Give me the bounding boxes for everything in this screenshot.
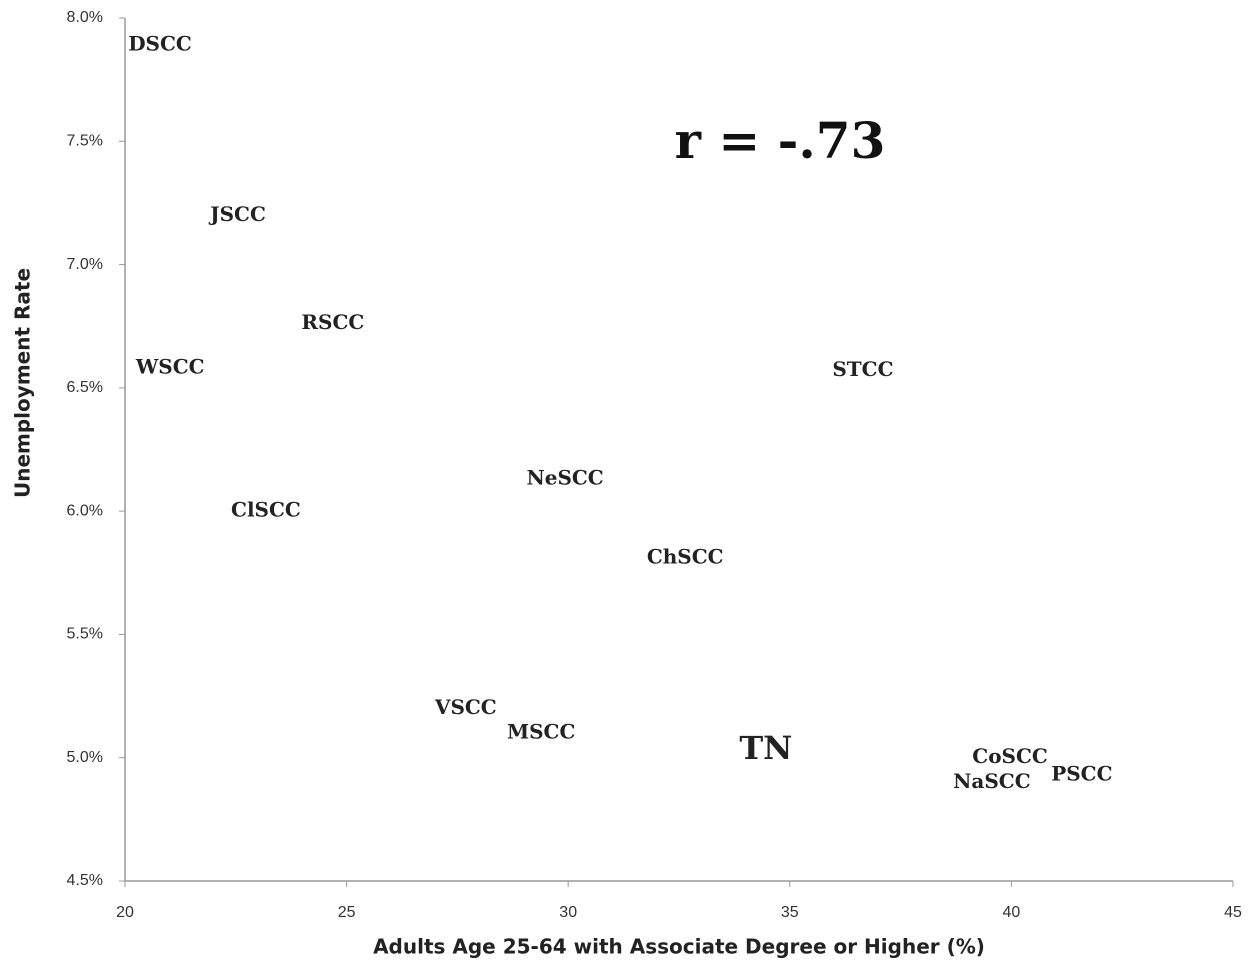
point-label: PSCC	[1051, 761, 1112, 785]
point-label: CoSCC	[972, 744, 1048, 768]
x-tick-label: 35	[781, 904, 799, 921]
y-axis-title: Unemployment Rate	[11, 268, 35, 498]
point-label: NaSCC	[953, 769, 1031, 793]
y-tick-label: 7.5%	[67, 133, 103, 150]
point-label: JSCC	[208, 202, 266, 226]
point-label: ClSCC	[231, 498, 301, 522]
y-tick-label: 5.0%	[67, 749, 103, 766]
y-tick-label: 6.0%	[67, 502, 103, 519]
point-label: MSCC	[507, 720, 575, 744]
point-label: WSCC	[135, 355, 205, 379]
point-label: RSCC	[301, 310, 364, 334]
x-tick-label: 20	[116, 904, 134, 921]
point-label: VSCC	[434, 695, 497, 719]
x-tick-label: 25	[338, 904, 356, 921]
x-axis-title: Adults Age 25-64 with Associate Degree o…	[373, 935, 985, 959]
x-tick-label: 40	[1003, 904, 1021, 921]
y-tick-label: 7.0%	[67, 256, 103, 273]
x-tick-label: 30	[559, 904, 577, 921]
point-label: DSCC	[128, 32, 192, 56]
y-tick-label: 8.0%	[67, 9, 103, 26]
y-tick-label: 5.5%	[67, 626, 103, 643]
point-label: NeSCC	[526, 466, 603, 490]
point-label: ChSCC	[647, 544, 724, 568]
x-tick-label: 45	[1224, 904, 1242, 921]
y-tick-label: 6.5%	[67, 379, 103, 396]
point-label: STCC	[832, 357, 893, 381]
point-label: TN	[739, 729, 792, 767]
annotation: r = -.73	[675, 111, 886, 170]
y-tick-label: 4.5%	[67, 872, 103, 889]
